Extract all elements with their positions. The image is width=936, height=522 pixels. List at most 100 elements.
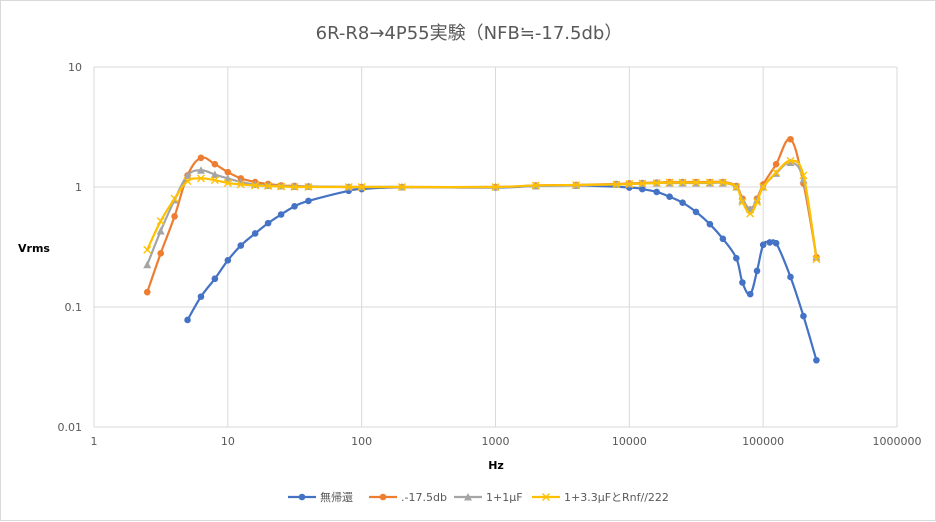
data-point xyxy=(264,219,272,227)
data-point xyxy=(397,183,406,191)
series-layer xyxy=(143,135,821,364)
series-line xyxy=(146,159,818,260)
data-point xyxy=(812,255,821,264)
x-tick-label: 10 xyxy=(221,435,235,448)
data-point xyxy=(733,254,740,262)
x-tick-label: 1 xyxy=(91,435,98,448)
data-point xyxy=(753,197,762,206)
data-point xyxy=(732,183,741,191)
data-point xyxy=(625,179,634,188)
data-point xyxy=(786,156,795,165)
series-line xyxy=(186,184,818,361)
data-point xyxy=(766,239,774,246)
data-point xyxy=(799,171,808,180)
legend-marker xyxy=(379,493,387,501)
legend-marker xyxy=(542,493,550,501)
x-tick-label: 100 xyxy=(351,435,372,448)
y-tick-label: 0.1 xyxy=(65,301,83,314)
data-point xyxy=(211,275,219,283)
data-point xyxy=(210,170,219,179)
legend-label: 1+1μF xyxy=(486,491,523,504)
data-point xyxy=(196,166,205,174)
data-point xyxy=(746,209,755,218)
data-point xyxy=(759,241,767,249)
data-point xyxy=(143,245,152,254)
data-point xyxy=(251,230,259,237)
legend-label: .-17.5db xyxy=(401,491,447,504)
data-point xyxy=(719,235,727,243)
data-point xyxy=(304,183,313,191)
data-point xyxy=(184,316,191,324)
data-point xyxy=(157,250,164,257)
series-2 xyxy=(143,135,820,296)
data-point xyxy=(223,174,232,182)
data-point xyxy=(705,178,714,187)
legend-marker xyxy=(298,493,306,501)
y-tick-labels: 0.01 0.1 1 10 xyxy=(58,61,83,434)
data-point xyxy=(224,168,232,176)
y-tick-label: 10 xyxy=(68,61,82,74)
data-point xyxy=(746,290,754,298)
data-point xyxy=(170,194,179,203)
legend-item: 1+3.3μFとRnf//222 xyxy=(532,491,669,504)
grid-lines xyxy=(93,66,898,428)
data-point xyxy=(210,176,219,185)
data-point xyxy=(638,179,647,188)
legend-item: 1+1μF xyxy=(454,491,523,504)
data-point xyxy=(291,203,298,210)
legend-marker xyxy=(464,493,472,501)
data-point xyxy=(738,197,747,206)
data-point xyxy=(223,178,232,187)
data-point xyxy=(718,178,727,187)
data-point xyxy=(143,260,152,269)
data-point xyxy=(305,197,312,205)
x-tick-label: 1000000 xyxy=(873,435,922,448)
data-point xyxy=(236,180,245,189)
data-point xyxy=(531,181,540,190)
data-point xyxy=(753,267,761,275)
data-point xyxy=(143,288,151,296)
y-tick-label: 1 xyxy=(75,181,82,194)
data-point xyxy=(197,293,205,300)
x-tick-label: 100000 xyxy=(742,435,784,448)
data-point xyxy=(171,212,178,220)
data-point xyxy=(679,199,686,206)
data-point xyxy=(344,183,353,191)
data-point xyxy=(692,178,701,187)
data-point xyxy=(787,135,794,143)
data-point xyxy=(678,178,687,187)
data-point xyxy=(612,180,621,189)
data-point xyxy=(813,356,820,364)
legend-item: .-17.5db xyxy=(369,491,447,504)
data-point xyxy=(653,188,660,196)
y-axis-title: Vrms xyxy=(18,242,50,255)
data-point xyxy=(666,193,673,201)
data-point xyxy=(224,257,232,264)
data-point xyxy=(739,279,746,286)
x-tick-labels: 1 10 100 1000 10000 100000 1000000 xyxy=(91,435,922,448)
series-line xyxy=(146,161,818,266)
chart-title: 6R-R8→4P55実験（NFB≒-17.5db） xyxy=(316,23,623,44)
data-point xyxy=(211,160,219,168)
data-point xyxy=(277,182,286,191)
x-tick-label: 10000 xyxy=(612,435,647,448)
x-tick-label: 1000 xyxy=(482,435,510,448)
data-point xyxy=(277,211,285,218)
data-point xyxy=(665,178,674,187)
legend-label: 1+3.3μFとRnf//222 xyxy=(564,491,669,504)
data-point xyxy=(639,185,646,193)
data-point xyxy=(772,239,780,247)
data-point xyxy=(772,160,780,168)
data-point xyxy=(357,183,366,191)
legend: 無帰還 .-17.5db 1+1μF 1+3.3μFとRnf//222 xyxy=(288,490,669,504)
data-point xyxy=(652,178,661,187)
data-point xyxy=(787,273,794,281)
data-point xyxy=(251,181,260,190)
series-3 xyxy=(143,158,821,269)
data-point xyxy=(786,158,795,167)
legend-label: 無帰還 xyxy=(320,490,353,504)
data-point xyxy=(183,177,192,186)
series-4 xyxy=(143,156,821,264)
data-point xyxy=(706,220,714,228)
